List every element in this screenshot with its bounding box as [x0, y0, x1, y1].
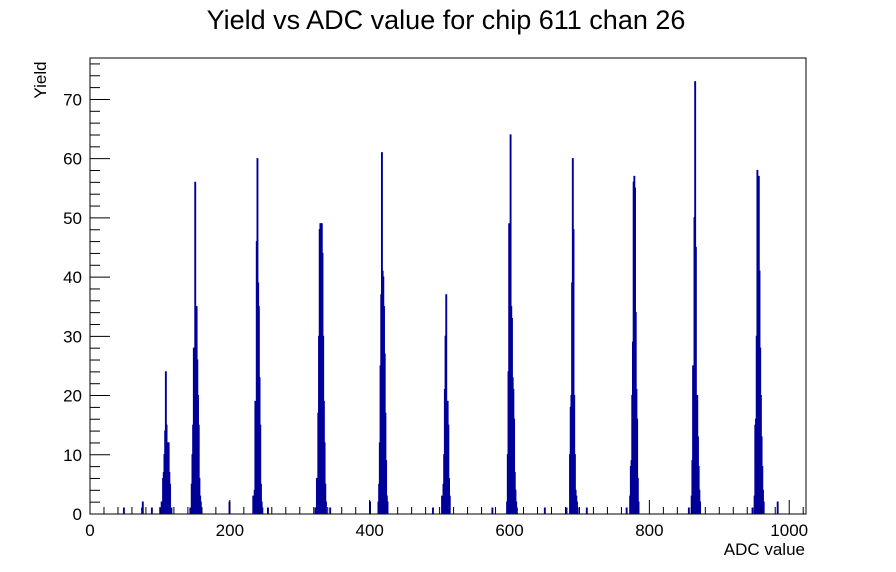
histogram-bin	[314, 507, 317, 514]
histogram-bin	[329, 507, 332, 514]
histogram-bin	[762, 501, 765, 514]
histogram-bin	[637, 501, 640, 514]
histogram-bin	[325, 501, 327, 514]
histogram-bin	[386, 501, 389, 514]
x-tick-label: 200	[216, 521, 244, 540]
y-axis-label: Yield	[31, 61, 50, 98]
histogram-bin	[150, 507, 153, 514]
histogram-bin	[699, 501, 702, 514]
histogram-bin	[585, 507, 588, 514]
x-axis: 0 200 400 600 800 1000	[85, 500, 808, 540]
histogram-bin	[751, 507, 754, 514]
histogram-bin	[323, 442, 326, 514]
histogram-bin	[385, 460, 388, 514]
histogram-bin	[169, 483, 172, 514]
x-tick-label: 800	[635, 521, 663, 540]
histogram-bin	[259, 424, 262, 514]
histogram-bin	[513, 418, 516, 514]
histogram-bin	[687, 507, 690, 514]
histogram-bin	[315, 477, 318, 514]
histogram-bin	[324, 483, 327, 514]
histogram-bin	[565, 507, 568, 514]
histogram-bin	[267, 507, 269, 514]
y-tick-label: 20	[63, 387, 82, 406]
y-tick-label: 10	[63, 446, 82, 465]
histogram-bin	[197, 424, 200, 514]
x-tick-label: 400	[356, 521, 384, 540]
histogram-bin	[141, 501, 144, 514]
histogram-bin	[636, 477, 639, 514]
y-tick-label: 50	[63, 209, 82, 228]
histogram-bin	[636, 418, 639, 514]
y-tick-label: 40	[63, 268, 82, 287]
y-axis: 0 10 20 30 40 50 60 70	[63, 63, 110, 524]
x-tick-label: 1000	[770, 521, 808, 540]
histogram-bin	[543, 507, 546, 514]
histogram-bin	[260, 483, 262, 514]
histogram-bin	[576, 507, 579, 514]
histogram-bin	[432, 507, 434, 514]
histogram-bin	[776, 501, 779, 514]
x-tick-label: 600	[495, 521, 523, 540]
histogram-bin	[572, 229, 575, 514]
x-tick-label: 0	[85, 521, 94, 540]
x-axis-label: ADC value	[724, 540, 805, 559]
chart-title: Yield vs ADC value for chip 611 chan 26	[207, 5, 686, 35]
histogram-bin	[441, 495, 444, 514]
histogram-bin	[122, 507, 125, 514]
y-tick-label: 60	[63, 150, 82, 169]
y-tick-label: 30	[63, 327, 82, 346]
histogram-bin	[170, 507, 173, 514]
histogram-bin	[573, 454, 576, 514]
y-tick-label: 0	[73, 505, 82, 524]
histogram-bin	[515, 507, 518, 514]
histogram-bin	[491, 507, 494, 514]
histogram-bars	[122, 81, 779, 514]
histogram-bin	[252, 495, 255, 514]
histogram-bin	[625, 507, 628, 514]
histogram-bin	[189, 507, 192, 514]
y-tick-label: 70	[63, 90, 82, 109]
histogram-bin	[448, 495, 451, 514]
histogram-bin	[261, 507, 264, 514]
histogram-bin	[694, 246, 697, 514]
histogram-bin	[447, 424, 450, 514]
